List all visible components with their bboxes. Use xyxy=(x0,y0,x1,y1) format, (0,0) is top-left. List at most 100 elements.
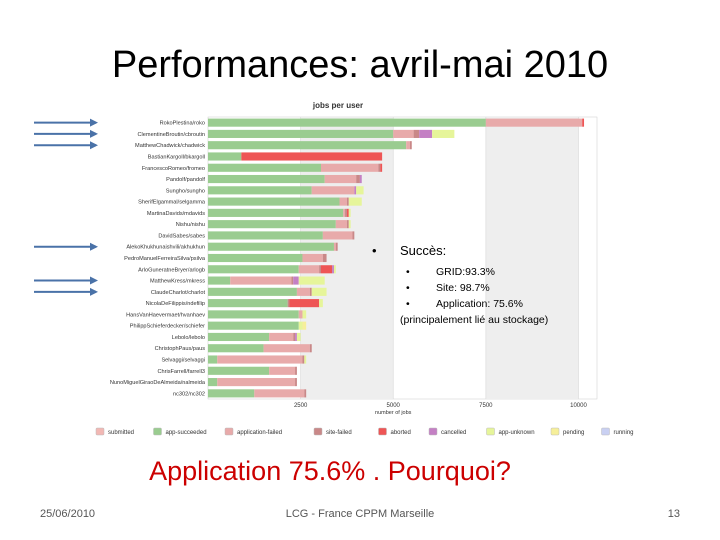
bar-segment xyxy=(241,152,383,161)
bar-segment xyxy=(298,321,303,330)
bar-segment xyxy=(208,299,288,308)
bar-segment xyxy=(320,265,333,274)
bar-segment xyxy=(208,129,394,138)
bar-segment xyxy=(406,141,410,150)
bar-segment xyxy=(352,231,355,240)
bar-segment xyxy=(343,208,346,217)
bar-segment xyxy=(302,355,305,364)
bar-segment xyxy=(311,287,327,296)
category-label: BastianKargoll/bkargoll xyxy=(148,154,205,160)
success-item-site: • Site: 98.7% xyxy=(406,280,712,296)
bar-segment xyxy=(208,118,486,127)
bar-segment xyxy=(309,287,312,296)
question-text: Application 75.6% . Pourquoi? xyxy=(149,456,511,486)
bar-segment xyxy=(419,129,433,138)
category-label: HansVanHaevermaet/hvanhaev xyxy=(126,312,205,318)
bar-segment xyxy=(295,332,297,342)
legend-swatch xyxy=(153,427,162,436)
success-note: (principalement lié au stockage) xyxy=(400,314,549,326)
bar-segment xyxy=(333,265,336,274)
bar-segment xyxy=(302,253,323,263)
legend-swatch xyxy=(428,427,438,436)
footer-center: LCG - France CPPM Marseille xyxy=(285,508,435,520)
bar-segment xyxy=(298,265,320,274)
legend-swatch xyxy=(95,427,105,436)
bar-segment xyxy=(295,366,297,375)
bar-segment xyxy=(346,220,349,229)
bar-segment xyxy=(230,276,292,285)
arrowhead-icon xyxy=(90,276,98,285)
plot-band xyxy=(485,117,579,399)
bar-segment xyxy=(295,378,297,387)
bullet: • xyxy=(406,282,410,294)
legend-swatch xyxy=(601,427,610,436)
bar-segment xyxy=(309,344,312,353)
category-label: MatthewKress/mkress xyxy=(150,279,205,285)
bar-segment xyxy=(208,220,336,229)
bar-segment xyxy=(339,197,347,206)
bar-segment xyxy=(393,129,414,138)
bar-segment xyxy=(348,208,351,217)
legend-label: cancelled xyxy=(441,430,466,436)
bar-segment xyxy=(345,208,347,217)
bar-segment xyxy=(293,332,296,342)
bar-segment xyxy=(263,344,310,353)
bullet: • xyxy=(406,266,410,278)
bar-segment xyxy=(356,174,360,184)
x-tick-label: 10000 xyxy=(570,403,587,409)
bar-segment xyxy=(582,118,585,127)
bar-segment xyxy=(378,163,381,172)
category-label: ChristophPaus/paus xyxy=(155,346,206,352)
bar-segment xyxy=(208,378,218,387)
category-label: PedroManuelFerreiraSilva/psilva xyxy=(124,256,206,262)
bar-segment xyxy=(348,220,351,229)
bar-segment xyxy=(287,299,290,308)
bar-segment xyxy=(217,355,303,364)
success-item-application: • Application: 75.6% xyxy=(406,296,712,312)
bar-segment xyxy=(298,276,325,285)
bar-segment xyxy=(254,389,305,398)
bar-segment xyxy=(208,321,299,330)
bar-segment xyxy=(335,220,347,229)
bar-segment xyxy=(304,355,307,364)
bar-segment xyxy=(208,253,303,263)
category-label: ChrisFarrell/farrell3 xyxy=(157,369,205,375)
category-label: SherifElgammal/selgamma xyxy=(138,200,206,206)
legend-swatch xyxy=(378,427,387,436)
legend-label: submitted xyxy=(108,430,134,436)
legend-swatch xyxy=(224,427,234,436)
legend-label: app-unknown xyxy=(499,430,535,436)
bar-segment xyxy=(332,265,334,274)
category-label: Selvaggi/selvaggi xyxy=(161,358,205,364)
category-label: Lebolo/lebolo xyxy=(172,335,205,341)
category-label: Nishu/nishu xyxy=(176,222,205,228)
category-label: MatthewChadwick/chadwick xyxy=(135,143,205,149)
bar-segment xyxy=(208,141,407,150)
bar-segment xyxy=(208,208,344,217)
legend-label: application-failed xyxy=(237,430,282,436)
bar-segment xyxy=(311,186,355,195)
legend-label: aborted xyxy=(391,430,411,436)
category-label: ClementineBroutin/cbroutin xyxy=(138,132,205,138)
bullet: • xyxy=(372,243,377,258)
success-item-grid: • GRID:93.3% xyxy=(406,264,712,280)
legend-label: app-succeeded xyxy=(166,430,207,436)
category-label: NunoMiguelGiraoDeAlmeida/nalmeida xyxy=(110,380,206,386)
bar-segment xyxy=(298,310,303,319)
bar-segment xyxy=(322,253,327,263)
arrowhead-icon xyxy=(90,118,98,127)
success-item-text: GRID:93.3% xyxy=(436,266,495,278)
category-label: DavidSabes/sabes xyxy=(158,233,205,239)
bar-segment xyxy=(319,265,321,274)
category-label: nc302/nc302 xyxy=(173,391,205,397)
success-box: • Succès: • GRID:93.3% • Site: 98.7% • Appl… xyxy=(372,243,712,328)
bar-segment xyxy=(319,299,323,308)
category-label: Pandolf/pandolf xyxy=(166,177,205,183)
bar-segment xyxy=(409,141,412,150)
x-tick-label: 5000 xyxy=(387,403,401,409)
bar-segment xyxy=(208,265,299,274)
bar-segment xyxy=(380,163,383,172)
bar-segment xyxy=(208,287,297,296)
bar-segment xyxy=(208,344,264,353)
